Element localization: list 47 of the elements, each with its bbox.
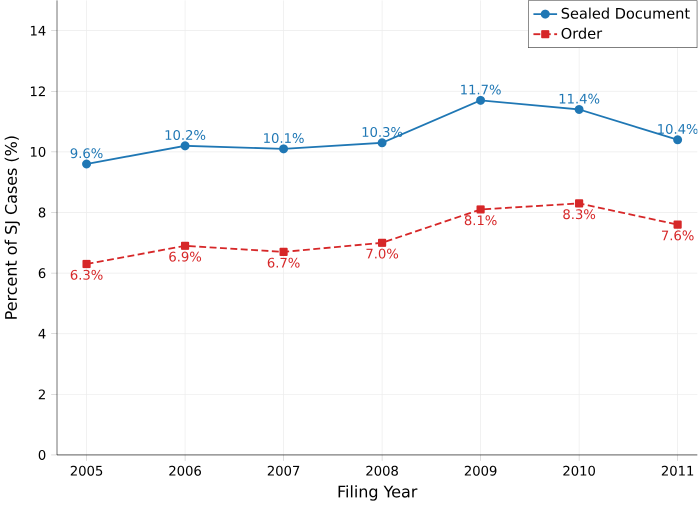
data-label: 7.6% xyxy=(662,230,694,240)
data-label: 10.2% xyxy=(166,130,206,140)
point xyxy=(180,242,190,250)
x-tick-label: 2010 xyxy=(563,466,595,476)
y-tick-label: 4 xyxy=(38,328,46,338)
y-tick-label: 14 xyxy=(30,26,46,36)
x-axis-title: Filing Year xyxy=(338,485,418,501)
y-tick-label: 0 xyxy=(38,450,46,460)
point xyxy=(574,104,584,114)
y-tick-label: 12 xyxy=(30,86,45,96)
data-label: 6.3% xyxy=(70,270,103,280)
data-label: 10.4% xyxy=(658,124,698,134)
y-axis-title: Percent of SJ Cases (%) xyxy=(4,136,20,319)
x-tick-label: 2006 xyxy=(169,466,201,476)
data-label: 7.0% xyxy=(366,248,398,258)
data-label: 6.9% xyxy=(169,252,202,262)
x-tick-label: 2008 xyxy=(366,466,398,476)
x-tick-label: 2005 xyxy=(70,466,102,476)
x-tick-label: 2007 xyxy=(268,466,300,476)
point xyxy=(82,159,92,168)
point xyxy=(279,248,288,256)
y-tick-label: 10 xyxy=(30,146,46,157)
point xyxy=(378,138,387,148)
data-label: 11.4% xyxy=(560,94,600,104)
point xyxy=(476,96,486,105)
data-label: 6.7% xyxy=(268,258,300,268)
data-label: 10.3% xyxy=(362,126,402,137)
y-tick-label: 8 xyxy=(38,207,46,218)
legend-label: Sealed Document xyxy=(562,7,690,19)
data-label: 11.7% xyxy=(461,84,501,94)
point xyxy=(180,141,190,150)
legend-label: Order xyxy=(562,27,602,39)
data-label: 8.3% xyxy=(563,209,596,220)
point xyxy=(673,135,682,144)
point xyxy=(674,220,682,229)
y-tick-label: 6 xyxy=(38,268,46,278)
point xyxy=(378,238,386,247)
data-label: 9.6% xyxy=(70,148,103,158)
data-label: 8.1% xyxy=(464,215,497,226)
data-label: 10.1% xyxy=(264,132,304,143)
point xyxy=(82,260,91,268)
point xyxy=(279,144,288,154)
y-tick-label: 2 xyxy=(38,389,45,400)
x-tick-label: 2011 xyxy=(662,466,694,476)
point xyxy=(575,199,584,208)
point xyxy=(476,205,485,214)
x-tick-label: 2009 xyxy=(464,466,496,476)
